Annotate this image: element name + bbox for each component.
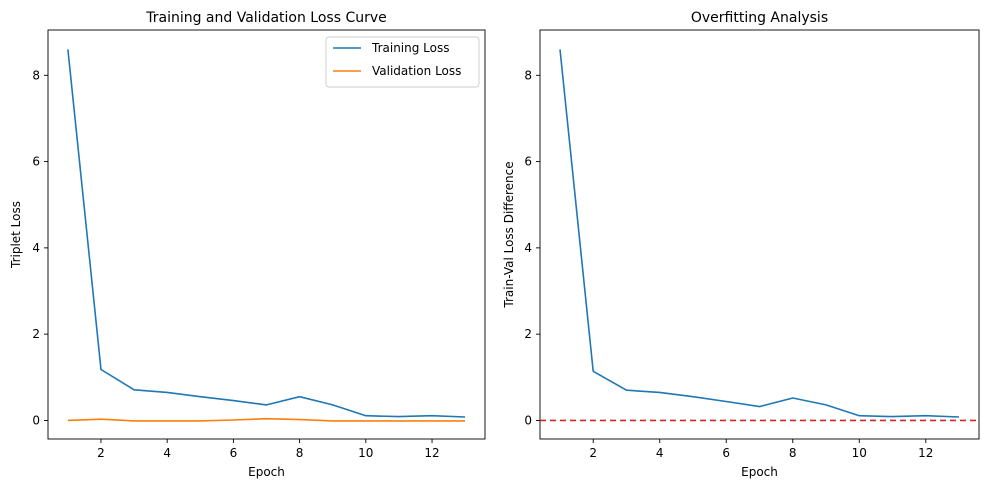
training-loss-line — [67, 49, 466, 418]
x-tick-label: 6 — [230, 446, 238, 460]
left-x-ticks: 2 4 6 8 10 12 — [97, 439, 440, 460]
y-tick-label: 2 — [524, 327, 532, 341]
right-x-ticks: 2 4 6 8 10 12 — [589, 439, 933, 460]
right-x-axis-label: Epoch — [741, 465, 778, 479]
legend-box — [325, 36, 480, 88]
x-tick-label: 2 — [97, 446, 105, 460]
legend-label-validation: Validation Loss — [372, 64, 461, 78]
validation-loss-line — [67, 417, 466, 422]
right-y-axis-label: Train-Val Loss Difference — [502, 161, 516, 308]
y-tick-label: 8 — [524, 68, 532, 82]
x-tick-label: 8 — [296, 446, 304, 460]
right-plot-lines — [559, 49, 960, 418]
y-tick-label: 0 — [524, 413, 532, 427]
left-panel: Training and Validation Loss Curve 2 4 6 8 1… — [9, 10, 486, 479]
right-title: Overfitting Analysis — [691, 10, 828, 26]
y-tick-label: 6 — [524, 155, 532, 169]
left-x-axis-label: Epoch — [248, 465, 285, 479]
y-tick-label: 4 — [32, 241, 40, 255]
x-tick-label: 12 — [918, 446, 933, 460]
right-panel: Overfitting Analysis 2 4 6 8 10 12 0 2 4 6 8 Epoc… — [502, 10, 980, 479]
difference-line — [559, 49, 960, 418]
left-y-axis-label: Triplet Loss — [9, 201, 23, 269]
legend-label-training: Training Loss — [371, 41, 449, 55]
x-tick-label: 4 — [163, 446, 171, 460]
x-tick-label: 4 — [656, 446, 664, 460]
right-axes-frame — [539, 29, 980, 440]
legend: Training Loss Validation Loss — [325, 36, 480, 88]
y-tick-label: 4 — [524, 241, 532, 255]
x-tick-label: 10 — [852, 446, 867, 460]
x-tick-label: 6 — [722, 446, 730, 460]
left-title: Training and Validation Loss Curve — [145, 10, 387, 26]
y-tick-label: 2 — [32, 327, 40, 341]
x-tick-label: 12 — [424, 446, 439, 460]
left-plot-lines — [67, 49, 466, 422]
y-tick-label: 6 — [32, 155, 40, 169]
x-tick-label: 8 — [789, 446, 797, 460]
y-tick-label: 8 — [32, 68, 40, 82]
left-y-ticks: 0 2 4 6 8 — [32, 68, 48, 427]
y-tick-label: 0 — [32, 413, 40, 427]
left-axes-frame — [47, 29, 486, 440]
x-tick-label: 10 — [358, 446, 373, 460]
right-y-ticks: 0 2 4 6 8 — [524, 68, 540, 427]
x-tick-label: 2 — [589, 446, 597, 460]
